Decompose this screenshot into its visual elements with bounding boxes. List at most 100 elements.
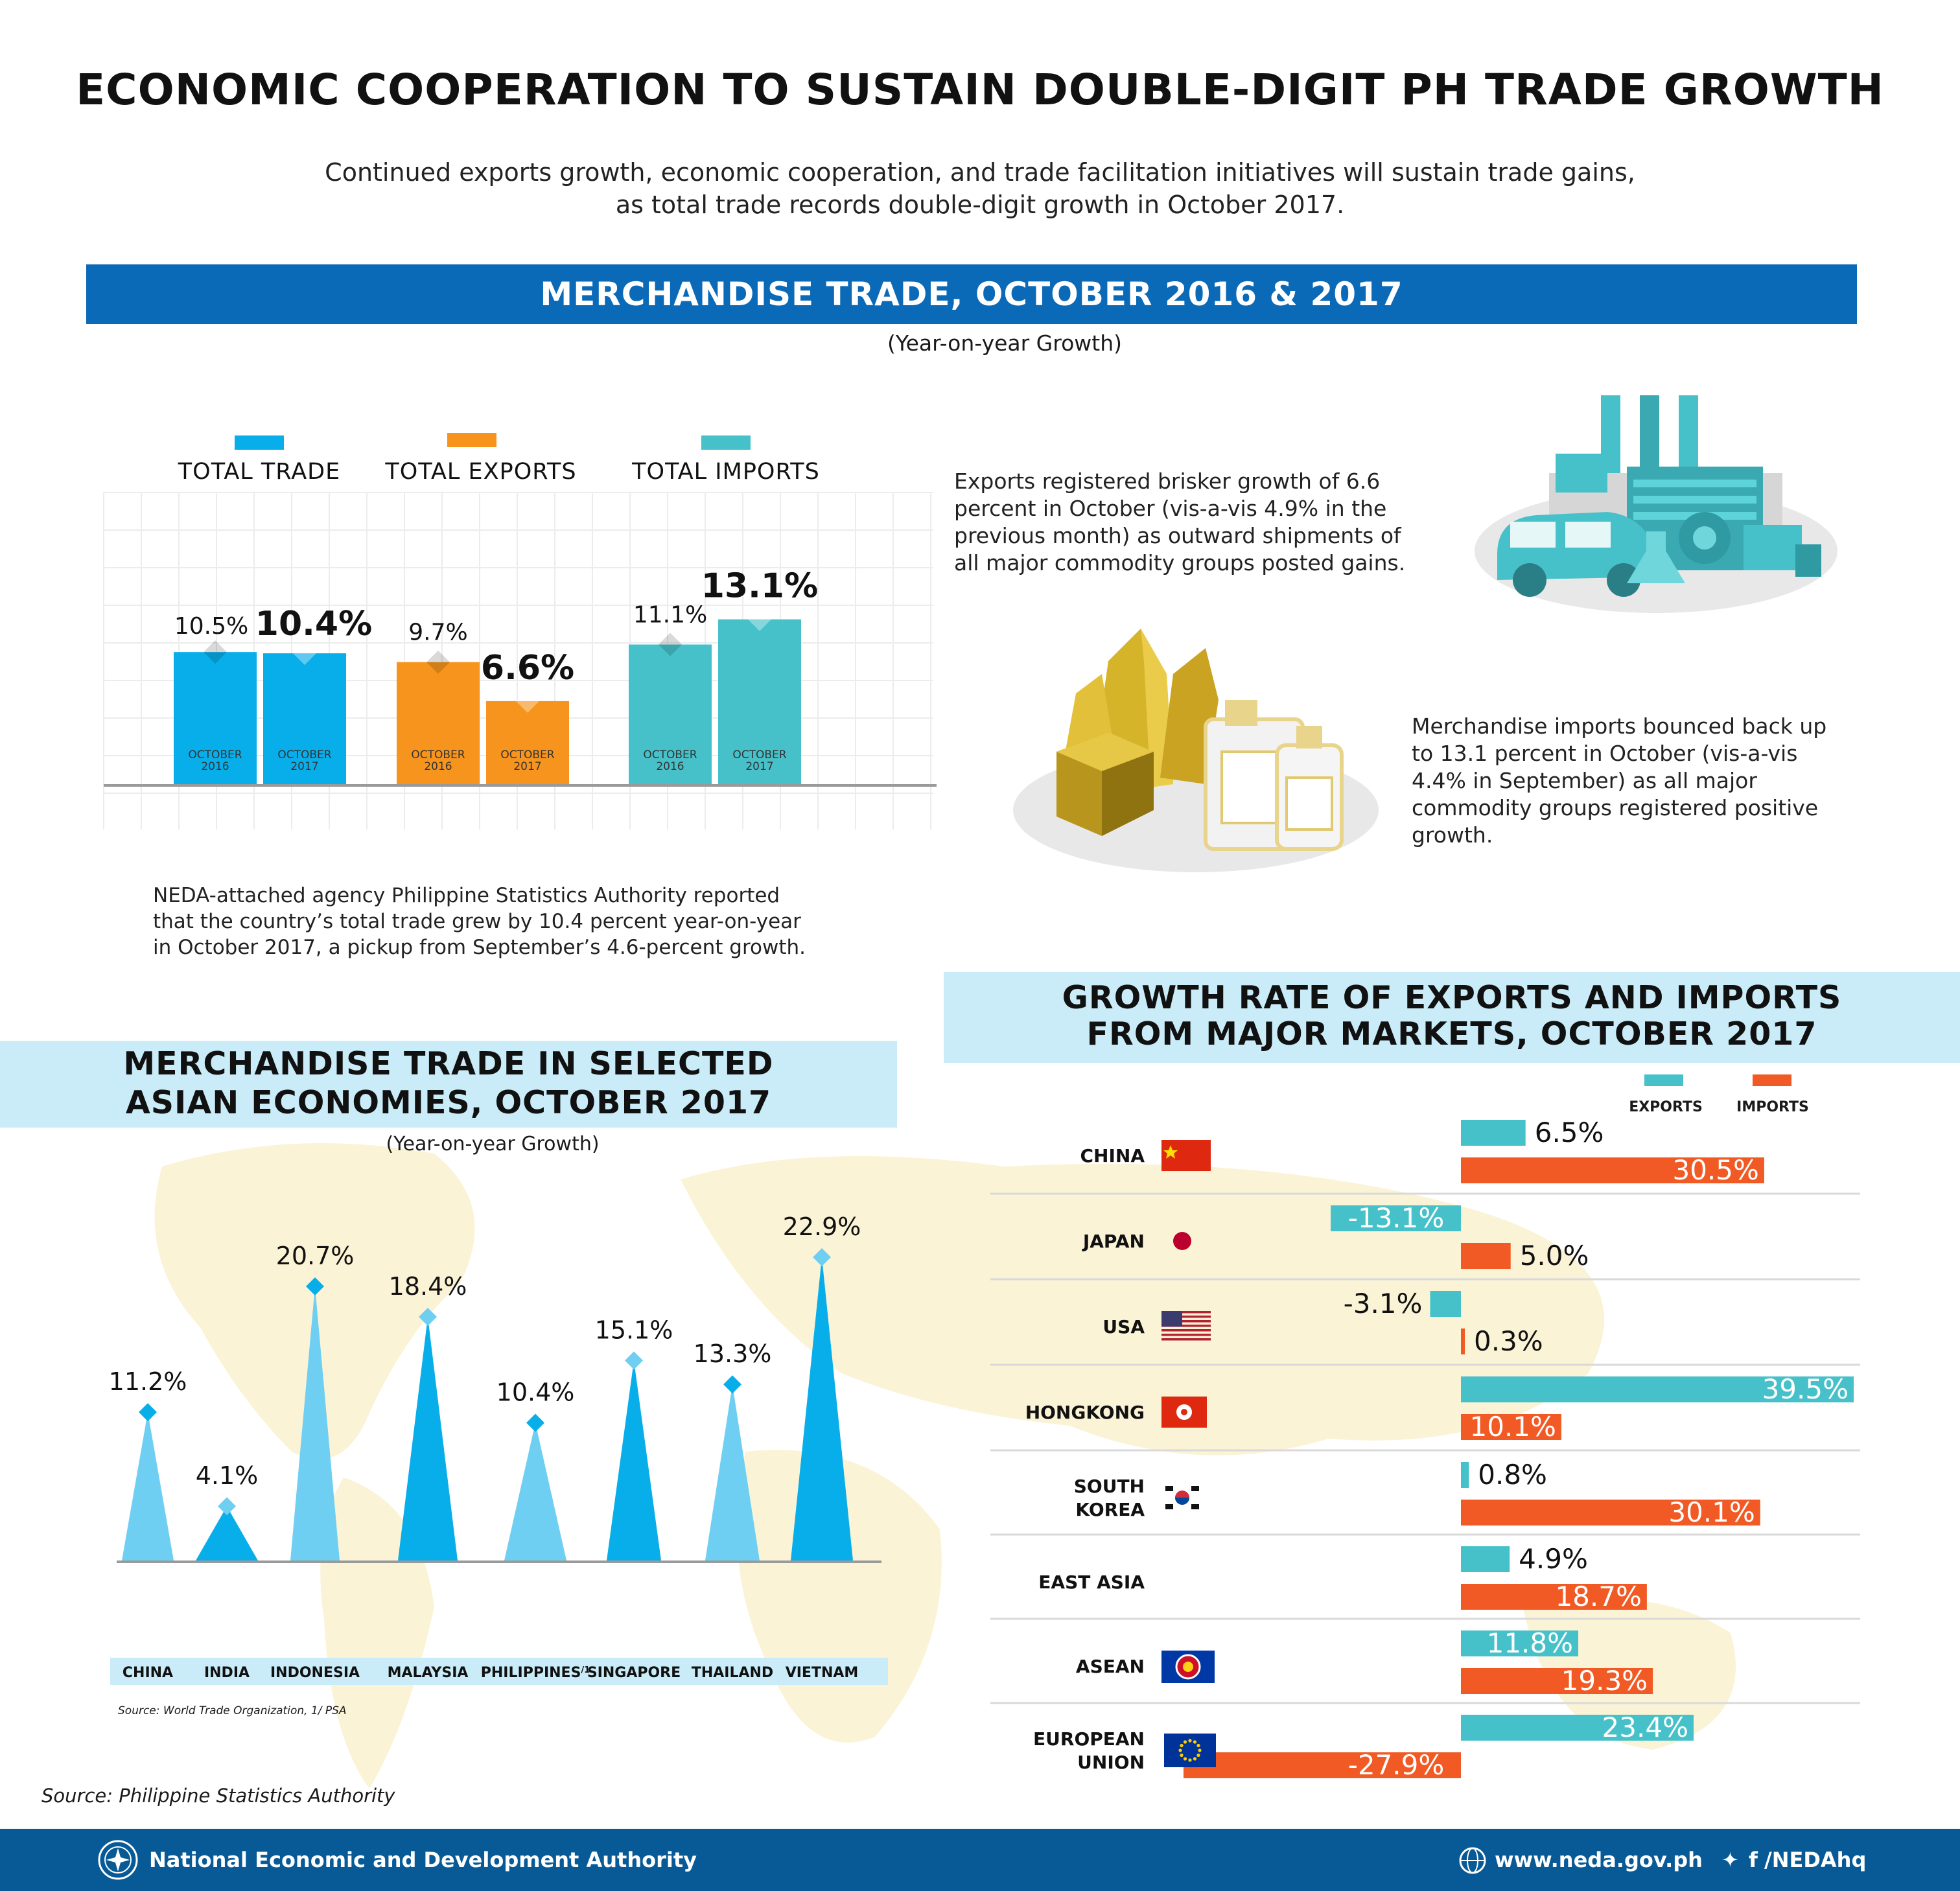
value-label: 6.6% [481, 649, 574, 688]
category-label: CHINA [122, 1665, 173, 1681]
footer-bar: National Economic and Development Author… [0, 1829, 1960, 1891]
bar-year-label: 2016 [656, 760, 684, 773]
text-line: all major commodity groups posted gains. [954, 550, 1406, 575]
bar-total-imports-2016 [629, 644, 712, 784]
value-label: 22.9% [783, 1212, 861, 1241]
banner-line-1: GROWTH RATE OF EXPORTS AND IMPORTS [1062, 979, 1842, 1016]
banner-line-2: ASIAN ECONOMIES, OCTOBER 2017 [125, 1084, 772, 1121]
total-trade-description: NEDA-attached agency Philippine Statisti… [153, 883, 866, 960]
category-label: THAILAND [692, 1665, 773, 1681]
footer-social-handle[interactable]: /NEDAhq [1764, 1848, 1867, 1872]
value-marker [293, 642, 316, 666]
value-marker [426, 650, 450, 674]
value-label: 11.1% [633, 602, 707, 629]
page-title: ECONOMIC COOPERATION TO SUSTAIN DOUBLE-D… [76, 65, 1884, 115]
twitter-icon[interactable]: ✦ [1721, 1848, 1739, 1872]
value-marker [748, 607, 771, 631]
text-line: Exports registered brisker growth of 6.6 [954, 469, 1381, 494]
value-label: 15.1% [595, 1316, 673, 1344]
bar-year-label: 2017 [745, 760, 773, 773]
category-label: INDONESIA [270, 1665, 360, 1681]
peak-vietnam [791, 1257, 853, 1560]
legend-swatch-exports [1644, 1074, 1683, 1086]
bar-month-label: OCTOBER [500, 748, 554, 761]
value-marker [625, 1351, 643, 1370]
bar-year-label: 2016 [424, 760, 452, 773]
text-line: that the country’s total trade grew by 1… [153, 910, 801, 933]
peak-philippines [504, 1422, 566, 1560]
imports-description: Merchandise imports bounced back up to 1… [1412, 713, 1878, 849]
bar-total-imports-2017 [718, 619, 801, 784]
section-banner-major-markets: GROWTH RATE OF EXPORTS AND IMPORTS FROM … [944, 972, 1960, 1063]
globe-icon [1459, 1847, 1486, 1874]
legend-swatch-imports [1753, 1074, 1791, 1086]
category-label: MALAYSIA [388, 1665, 469, 1681]
text-line: previous month) as outward shipments of [954, 523, 1401, 548]
text-line: percent in October (vis-a-vis 4.9% in th… [954, 496, 1387, 521]
exports-description: Exports registered brisker growth of 6.6… [954, 468, 1447, 577]
category-label: PHILIPPINES/1 [481, 1665, 590, 1681]
legend-label-exports: EXPORTS [1629, 1099, 1703, 1115]
legend-label-total-exports: TOTAL EXPORTS [385, 459, 577, 485]
text-line: growth. [1412, 822, 1493, 848]
chart-marks: 11.2% 4.1% 20.7% 18.4% 10.4% 15.1% 13.3% 22.9% [109, 1212, 861, 1560]
bar-year-label: 2016 [201, 760, 229, 773]
value-label: 20.7% [276, 1242, 355, 1270]
section-banner-merchandise-trade: MERCHANDISE TRADE, OCTOBER 2016 & 2017 [86, 264, 1857, 324]
text-line: to 13.1 percent in October (vis-a-vis [1412, 741, 1798, 766]
value-marker [813, 1248, 831, 1267]
peak-malaysia [398, 1317, 458, 1560]
subtitle-line-2: as total trade records double-digit grow… [615, 191, 1345, 219]
value-label: 13.3% [694, 1340, 772, 1368]
text-line: Merchandise imports bounced back up [1412, 713, 1827, 739]
value-marker [526, 1413, 544, 1432]
category-label: SINGAPORE [587, 1665, 681, 1681]
legend-swatch-total-exports [447, 433, 496, 447]
footer-org-name: National Economic and Development Author… [149, 1848, 697, 1872]
bar-year-label: 2017 [290, 760, 318, 773]
value-marker [659, 632, 682, 656]
value-marker [139, 1403, 157, 1422]
text-line: 4.4% in September) as all major [1412, 768, 1757, 793]
category-labels: CHINA INDIA INDONESIA MALAYSIA PHILIPPINES/1… [122, 1665, 858, 1681]
peak-indonesia [290, 1286, 340, 1560]
peak-india [196, 1506, 258, 1560]
footer-website-link[interactable]: www.neda.gov.ph [1495, 1848, 1703, 1872]
legend-swatch-total-imports [701, 435, 751, 450]
bar-total-trade-2017 [263, 653, 346, 784]
section-banner-asian-economies: MERCHANDISE TRADE IN SELECTED ASIAN ECON… [0, 1041, 897, 1128]
trade-growth-chart: 10.5%OCTOBER201610.4%OCTOBER20179.7%OCTO… [103, 492, 937, 829]
bar-month-label: OCTOBER [277, 748, 331, 761]
subtitle-line-1: Continued exports growth, economic coope… [325, 158, 1635, 187]
category-label: INDIA [204, 1665, 250, 1681]
value-marker [723, 1375, 741, 1394]
neda-seal-icon [98, 1840, 138, 1880]
value-label: 9.7% [408, 620, 467, 646]
value-marker [419, 1308, 437, 1326]
yoy-note: (Year-on-year Growth) [887, 331, 1123, 356]
category-strip [110, 1658, 888, 1685]
value-label: 13.1% [701, 567, 818, 606]
peak-singapore [607, 1360, 661, 1560]
text-line: commodity groups registered positive [1412, 795, 1819, 820]
peak-thailand [705, 1384, 760, 1560]
text-line: in October 2017, a pickup from September… [153, 936, 806, 959]
banner-line-1: MERCHANDISE TRADE IN SELECTED [123, 1045, 774, 1082]
value-label: 10.5% [174, 613, 248, 640]
bar-total-exports-2016 [397, 662, 480, 784]
bar-month-label: OCTOBER [411, 748, 465, 761]
bar-month-label: OCTOBER [732, 748, 786, 761]
factory-industry-icon [1475, 395, 1838, 613]
value-label: 10.4% [255, 605, 372, 644]
bar-year-label: 2017 [513, 760, 541, 773]
value-label: 4.1% [196, 1461, 259, 1490]
legend-label-total-trade: TOTAL TRADE [178, 459, 341, 485]
asian-yoy-note: (Year-on-year Growth) [386, 1133, 600, 1155]
banner-line-2: FROM MAJOR MARKETS, OCTOBER 2017 [1086, 1015, 1817, 1052]
bar-month-label: OCTOBER [188, 748, 242, 761]
chart-bars: 10.5%OCTOBER201610.4%OCTOBER20179.7%OCTO… [174, 567, 818, 784]
facebook-icon[interactable]: f [1749, 1848, 1758, 1872]
asian-chart-source: Source: World Trade Organization, 1/ PSA [118, 1704, 347, 1717]
category-label: VIETNAM [786, 1665, 859, 1681]
legend-label-total-imports: TOTAL IMPORTS [632, 459, 820, 485]
